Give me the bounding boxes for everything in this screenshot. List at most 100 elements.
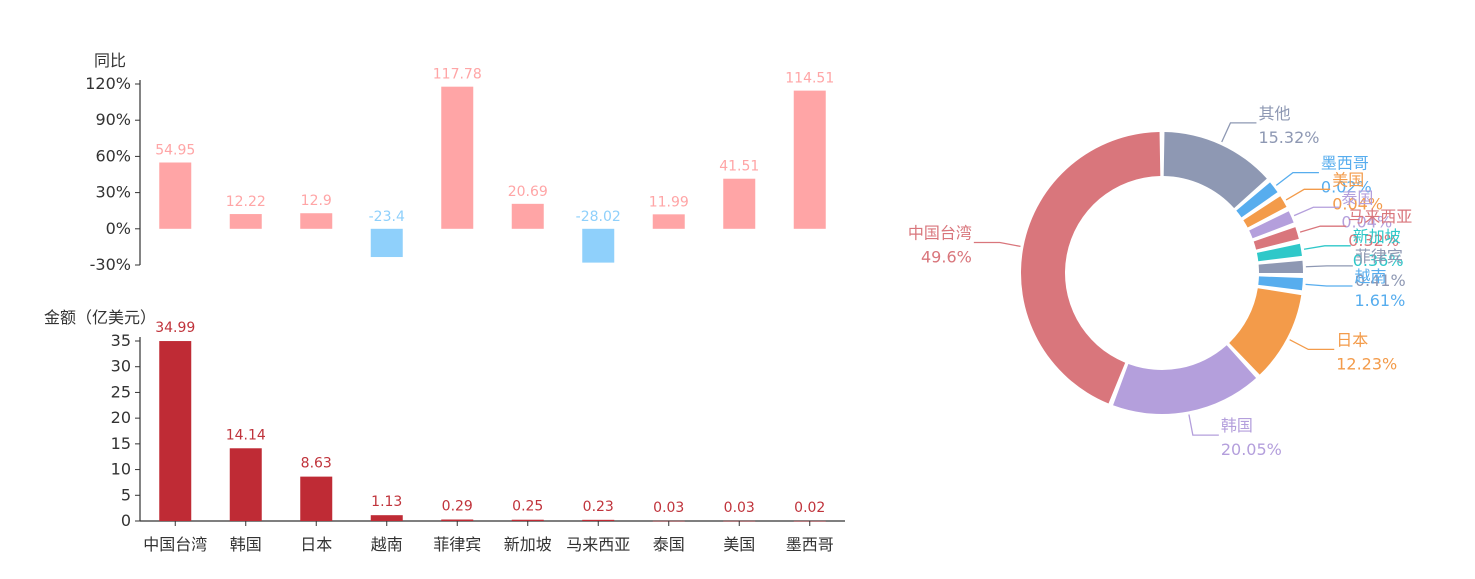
yoy-chart: 同比 120% 90% 60% 30% 0% -30% 54.95 12.22 12.9 -23.4…	[85, 51, 834, 274]
amount-axis-title: 金额（亿美元）	[44, 308, 156, 327]
donut-slice-percent: 20.05%	[1221, 440, 1282, 459]
yoy-y-tick-label: 0%	[106, 219, 131, 238]
amount-bar-label: 0.03	[653, 500, 684, 516]
amount-bar-label: 0.29	[442, 499, 473, 515]
donut-slice-name: 日本	[1336, 330, 1368, 349]
donut-slice	[1258, 276, 1303, 291]
donut-slice-name: 美国	[1332, 170, 1364, 189]
yoy-bar-label: 20.69	[508, 184, 548, 200]
amount-bar	[300, 476, 333, 521]
amount-y-tick-label: 15	[111, 434, 131, 453]
yoy-bar	[582, 228, 615, 263]
donut-slice	[1113, 345, 1257, 414]
amount-y-tick-label: 0	[121, 511, 131, 530]
yoy-bar	[793, 90, 826, 229]
yoy-y-tick-label: 90%	[95, 110, 131, 129]
donut-slice-percent: 0.04%	[1332, 194, 1383, 213]
amount-bar-label: 14.14	[226, 427, 266, 443]
donut-label-line	[1305, 283, 1353, 287]
donut-label-line	[973, 241, 1021, 248]
amount-bar	[370, 515, 403, 521]
donut-slice-percent: 0.36%	[1353, 251, 1404, 270]
yoy-bar	[511, 203, 544, 229]
donut-label-line	[1275, 171, 1319, 186]
amount-y-tick-label: 30	[111, 357, 131, 376]
donut-slice-name: 中国台湾	[908, 224, 972, 243]
amount-x-tick-label: 墨西哥	[786, 535, 834, 554]
share-donut: 其他15.32%墨西哥0.02%美国0.04%泰国0.04%马来西亚0.32%新…	[908, 104, 1412, 459]
yoy-bar-label: 41.51	[719, 159, 759, 175]
amount-x-tick-label: 越南	[371, 535, 403, 554]
amount-bar	[229, 448, 262, 521]
amount-bar	[511, 519, 544, 521]
amount-bar-label: 8.63	[301, 456, 332, 472]
donut-label-line	[1188, 414, 1219, 436]
yoy-y-tick-label: 60%	[95, 146, 131, 165]
amount-bar-label: 0.25	[512, 499, 543, 515]
amount-x-tick-label: 马来西亚	[566, 535, 630, 554]
amount-chart: 金额（亿美元） 35 30 25 20 15 10 5 0 34.99 中国台湾 14.14 韩国 8.6…	[44, 308, 845, 554]
donut-slice-name: 韩国	[1221, 416, 1253, 435]
yoy-bar	[159, 162, 192, 229]
yoy-bar-label: 114.51	[785, 71, 834, 87]
amount-x-tick-label: 新加坡	[504, 535, 552, 554]
yoy-bar-label: -28.02	[576, 209, 621, 225]
amount-bar	[159, 341, 192, 521]
donut-label-line	[1285, 188, 1331, 201]
amount-y-tick-label: 35	[111, 331, 131, 350]
donut-slice	[1249, 211, 1294, 239]
amount-x-tick-label: 日本	[300, 535, 332, 554]
amount-y-tick-label: 25	[111, 382, 131, 401]
donut-slice-percent: 15.32%	[1258, 128, 1319, 147]
amount-bar-label: 1.13	[371, 494, 402, 510]
donut-label-line	[1289, 339, 1335, 351]
yoy-bar-label: 12.22	[226, 194, 266, 210]
yoy-bar	[229, 214, 262, 229]
donut-slice-percent: 0.04%	[1341, 212, 1392, 231]
amount-bar	[582, 519, 615, 521]
yoy-bar-label: 117.78	[433, 67, 482, 83]
amount-bar-label: 0.03	[724, 500, 755, 516]
amount-bar-label: 34.99	[155, 320, 195, 336]
donut-label-line	[1221, 122, 1257, 143]
amount-y-tick-label: 20	[111, 408, 131, 427]
donut-slice-name: 菲律宾	[1355, 247, 1403, 266]
donut-slice	[1163, 132, 1267, 209]
amount-y-tick-label: 5	[121, 485, 131, 504]
donut-slice	[1258, 260, 1303, 274]
donut-slice-percent: 0.32%	[1348, 231, 1399, 250]
yoy-axis-title: 同比	[94, 51, 126, 70]
yoy-bar-label: -23.4	[369, 209, 405, 225]
amount-x-tick-label: 菲律宾	[433, 535, 481, 554]
yoy-y-tick-label: -30%	[90, 255, 131, 274]
donut-label-line	[1299, 225, 1347, 233]
donut-slice-name: 新加坡	[1353, 227, 1401, 246]
donut-slice	[1236, 182, 1278, 218]
yoy-bar	[370, 228, 403, 258]
yoy-bar	[652, 214, 685, 229]
donut-slice-name: 泰国	[1341, 188, 1373, 207]
yoy-y-tick-label: 30%	[95, 183, 131, 202]
donut-slice	[1229, 288, 1302, 375]
donut-slice-percent: 49.6%	[921, 248, 972, 267]
amount-x-tick-label: 泰国	[653, 535, 685, 554]
donut-slice-name: 墨西哥	[1321, 154, 1369, 173]
yoy-bar	[300, 213, 333, 229]
donut-slice-percent: 0.02%	[1321, 178, 1372, 197]
yoy-bar-label: 11.99	[649, 194, 689, 210]
amount-x-tick-label: 中国台湾	[143, 535, 207, 554]
yoy-y-tick-label: 120%	[85, 74, 131, 93]
donut-slice	[1243, 196, 1287, 228]
amount-bar	[441, 519, 474, 521]
donut-label-line	[1303, 245, 1351, 250]
donut-slice	[1253, 227, 1299, 250]
donut-slice-percent: 0.41%	[1355, 271, 1406, 290]
yoy-bar	[723, 178, 756, 229]
donut-slice	[1256, 243, 1302, 262]
donut-slice-percent: 12.23%	[1336, 354, 1397, 373]
yoy-bar-label: 12.9	[301, 193, 332, 209]
yoy-bar-label: 54.95	[155, 142, 195, 158]
donut-label-line	[1293, 206, 1340, 217]
donut-label-line	[1305, 265, 1353, 268]
